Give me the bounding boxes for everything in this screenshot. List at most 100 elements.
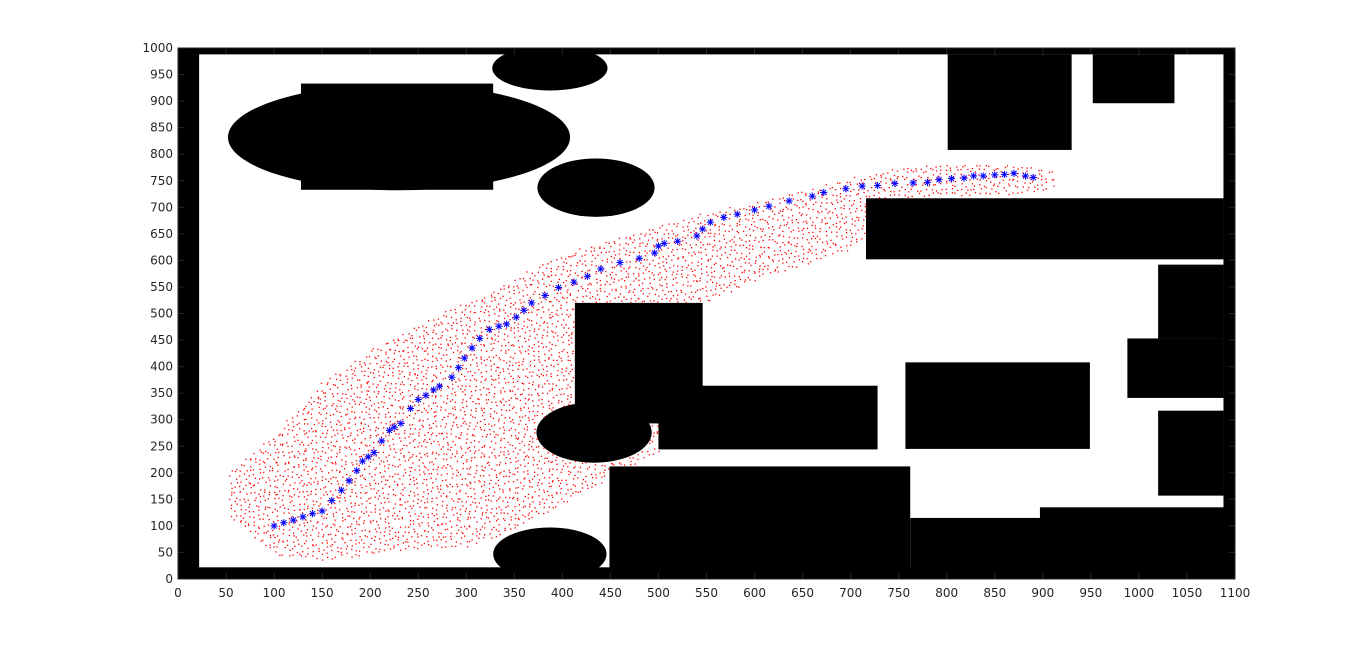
sample-point: [545, 299, 547, 301]
sample-point: [743, 230, 745, 232]
sample-point: [863, 191, 865, 194]
sample-point: [374, 356, 376, 359]
sample-point: [276, 546, 278, 548]
sample-point: [493, 410, 496, 413]
sample-point: [467, 518, 469, 520]
sample-point: [330, 456, 333, 458]
sample-point: [366, 511, 368, 513]
sample-point: [490, 331, 492, 333]
sample-point: [423, 337, 425, 340]
sample-point: [464, 420, 466, 423]
x-tick-label: 100: [263, 586, 286, 600]
sample-point: [503, 470, 505, 472]
sample-point: [779, 202, 781, 204]
sample-point: [517, 517, 520, 520]
sample-point: [365, 398, 367, 400]
sample-point: [379, 444, 381, 446]
sample-point: [247, 524, 250, 527]
sample-point: [517, 524, 519, 526]
sample-point: [557, 369, 559, 372]
sample-point: [351, 410, 353, 413]
sample-point: [399, 449, 401, 451]
sample-point: [541, 412, 543, 415]
sample-point: [481, 331, 483, 333]
sample-point: [745, 240, 747, 243]
sample-point: [293, 535, 295, 537]
sample-point: [659, 227, 661, 229]
sample-point: [323, 534, 325, 536]
sample-point: [269, 479, 271, 481]
sample-point: [469, 385, 471, 387]
sample-point: [321, 476, 324, 478]
sample-point: [396, 344, 399, 347]
sample-point: [723, 266, 725, 269]
sample-point: [582, 478, 584, 481]
sample-point: [394, 416, 396, 418]
sample-point: [349, 418, 351, 420]
sample-point: [404, 501, 406, 503]
sample-point: [568, 470, 570, 473]
sample-point: [379, 513, 381, 515]
sample-point: [539, 325, 541, 327]
sample-point: [1031, 181, 1034, 183]
sample-point: [435, 323, 437, 325]
sample-point: [867, 190, 869, 192]
sample-point: [488, 464, 490, 466]
sample-point: [345, 461, 347, 463]
sample-point: [413, 327, 415, 329]
sample-point: [376, 386, 378, 389]
sample-point: [317, 396, 320, 398]
sample-point: [457, 437, 460, 439]
sample-point: [978, 168, 981, 170]
sample-point: [596, 290, 598, 292]
sample-point: [451, 545, 453, 547]
sample-point: [718, 233, 720, 235]
sample-point: [245, 521, 247, 523]
sample-point: [462, 532, 464, 535]
sample-point: [276, 510, 279, 512]
sample-point: [536, 438, 538, 440]
sample-point: [447, 330, 449, 332]
sample-point: [498, 455, 500, 457]
sample-point: [730, 246, 732, 248]
sample-point: [394, 531, 397, 534]
sample-point: [522, 500, 525, 502]
sample-point: [797, 199, 799, 201]
sample-point: [336, 452, 338, 455]
sample-point: [760, 228, 762, 230]
sample-point: [252, 469, 255, 471]
sample-point: [446, 504, 448, 507]
sample-point: [845, 221, 847, 223]
sample-point: [358, 542, 360, 544]
sample-point: [445, 536, 447, 538]
sample-point: [715, 262, 717, 265]
sample-point: [268, 491, 271, 493]
sample-point: [490, 407, 492, 410]
sample-point: [481, 452, 483, 454]
sample-point: [541, 337, 544, 339]
sample-point: [805, 204, 807, 206]
sample-point: [358, 447, 361, 450]
sample-point: [517, 438, 519, 440]
sample-point: [563, 405, 565, 407]
sample-point: [277, 520, 279, 522]
sample-point: [776, 242, 778, 244]
sample-point: [412, 401, 414, 403]
sample-point: [665, 229, 668, 231]
sample-point: [435, 343, 437, 345]
sample-point: [456, 452, 458, 455]
sample-point: [471, 394, 473, 397]
sample-point: [303, 469, 305, 471]
sample-point: [389, 348, 391, 351]
sample-point: [634, 288, 636, 291]
sample-point: [428, 438, 431, 441]
sample-point: [321, 479, 323, 482]
sample-point: [319, 398, 321, 400]
sample-point: [377, 402, 379, 404]
sample-point: [782, 262, 784, 264]
sample-point: [508, 285, 510, 287]
sample-point: [343, 468, 346, 470]
sample-point: [939, 178, 942, 180]
sample-point: [656, 431, 659, 433]
